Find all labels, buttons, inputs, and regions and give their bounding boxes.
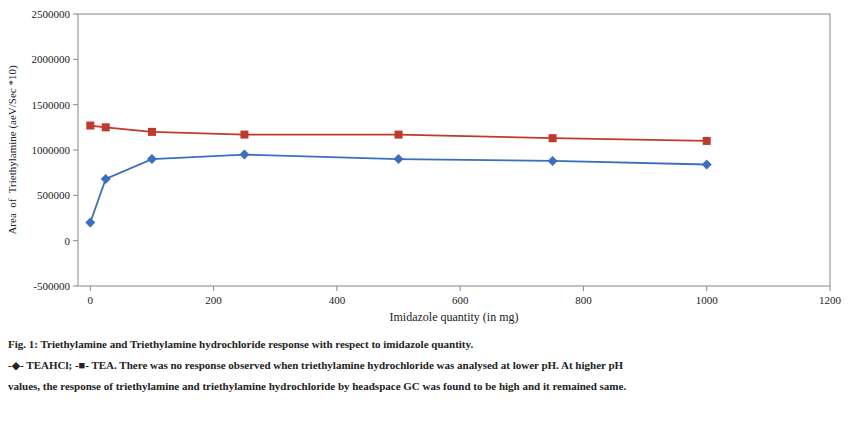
y-tick — [73, 14, 78, 15]
x-tick — [336, 286, 337, 291]
y-tick — [73, 195, 78, 196]
x-tick — [706, 286, 707, 291]
x-tick-label: 0 — [88, 294, 94, 306]
y-tick-label: 1000000 — [32, 144, 71, 156]
y-tick — [73, 286, 78, 287]
plot-frame — [78, 14, 830, 286]
series-marker — [101, 174, 111, 184]
x-tick — [460, 286, 461, 291]
y-tick — [73, 150, 78, 151]
series-marker — [85, 218, 95, 228]
series-marker — [394, 154, 404, 164]
x-axis-label: Imidazole quantity (in mg) — [390, 310, 519, 324]
x-tick — [213, 286, 214, 291]
y-tick — [73, 240, 78, 241]
y-tick — [73, 59, 78, 60]
chart: -500000 0 500000 1000000 1500000 2000000 25000… — [0, 0, 859, 440]
x-tick — [90, 286, 91, 291]
caption: -◆- TEAHCl; -■- TEA. There was no respon… — [8, 359, 624, 371]
y-tick — [73, 104, 78, 105]
x-tick-label: 800 — [575, 294, 592, 306]
series-marker — [102, 123, 110, 131]
series-marker — [548, 156, 558, 166]
caption: values, the response of triethylamine an… — [8, 380, 626, 392]
series-marker — [703, 137, 711, 145]
x-tick — [583, 286, 584, 291]
series-marker — [549, 134, 557, 142]
plot-data — [85, 122, 711, 228]
x-tick-label: 1000 — [696, 294, 719, 306]
x-tick-label: 400 — [329, 294, 346, 306]
series-line — [90, 155, 706, 223]
series-marker — [702, 160, 712, 170]
y-tick-label: 2500000 — [32, 8, 71, 20]
y-tick-label: 0 — [65, 235, 71, 247]
series-marker — [86, 122, 94, 130]
series-marker — [395, 131, 403, 139]
x-tick-label: 200 — [205, 294, 222, 306]
series-marker — [148, 128, 156, 136]
series-marker — [240, 131, 248, 139]
y-axis-label: Area of Triethylamine (aeV/Sec *10) — [6, 65, 19, 235]
y-tick-label: 2000000 — [32, 53, 71, 65]
x-tick — [830, 286, 831, 291]
caption: Fig. 1: Triethylamine and Triethylamine … — [8, 338, 473, 350]
x-tick-label: 600 — [452, 294, 469, 306]
y-tick-label: -500000 — [33, 280, 70, 292]
y-tick-label: 1500000 — [32, 99, 71, 111]
series-line — [90, 126, 706, 141]
series-marker — [147, 154, 157, 164]
x-tick-label: 1200 — [819, 294, 842, 306]
series-marker — [239, 150, 249, 160]
y-tick-label: 500000 — [37, 189, 71, 201]
